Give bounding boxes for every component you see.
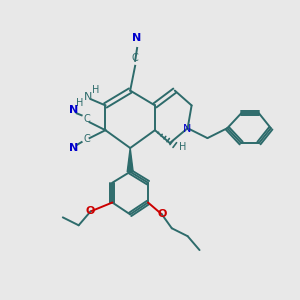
Text: C: C (83, 114, 90, 124)
Text: H: H (76, 98, 83, 108)
Text: N: N (83, 92, 92, 101)
Text: H: H (92, 85, 99, 94)
Text: H: H (179, 142, 186, 152)
Text: O: O (86, 206, 95, 216)
Text: C: C (83, 134, 90, 144)
Polygon shape (127, 148, 133, 172)
Text: O: O (157, 209, 167, 219)
Text: N: N (133, 33, 142, 43)
Text: N: N (182, 124, 191, 134)
Text: N: N (69, 105, 78, 116)
Text: C: C (132, 53, 139, 63)
Text: N: N (69, 143, 78, 153)
